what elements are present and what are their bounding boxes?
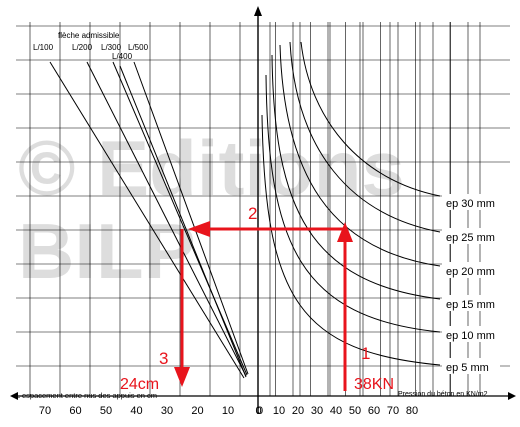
watermark: © Editions BILP <box>18 124 405 295</box>
deflection-lines <box>49 61 249 379</box>
red-arrow-left <box>188 221 210 237</box>
curve-label-bg <box>442 228 510 244</box>
x-tick-label-left: 40 <box>130 405 142 417</box>
x-axis-arrow-right <box>508 392 516 400</box>
curve-label-ep30: ep 30 mm <box>446 198 495 210</box>
curve-label-bg <box>442 194 510 210</box>
deflection-line-L300 <box>112 61 248 376</box>
curve-label-ep5: ep 5 mm <box>446 362 489 374</box>
curve-label-bg <box>442 358 500 374</box>
x-tick-label-right: 40 <box>330 405 342 417</box>
pressure-curve-ep-5-mm <box>261 114 441 366</box>
x-tick-label-right: 50 <box>349 405 361 417</box>
curve-label-ep15: ep 15 mm <box>446 299 495 311</box>
tick-labels: 70 60 50 40 30 20 10 00 10 20 30 40 50 60 70 80 <box>39 405 418 417</box>
x-tick-label-right: 10 <box>273 405 285 417</box>
chart-grid <box>16 22 510 396</box>
watermark-line-2: BILP <box>18 207 196 295</box>
deflection-label-l400: L/400 <box>112 52 133 61</box>
step-3-label: 3 <box>159 349 168 368</box>
reading-annotation: 1 2 3 38KN 24cm <box>120 204 394 393</box>
step-1-label: 1 <box>361 344 370 363</box>
deflection-header: flèche admissible <box>58 31 120 40</box>
x-tick-label-right: 20 <box>292 405 304 417</box>
x-tick-label-left: 0 <box>255 405 261 417</box>
curve-label-bg <box>442 262 510 278</box>
x-tick-label-left: 50 <box>100 405 112 417</box>
x-tick-label-left: 10 <box>222 405 234 417</box>
pressure-curve-ep-30-mm <box>300 41 441 197</box>
x-tick-label-right: 0 <box>257 405 263 417</box>
pressure-curve-ep-25-mm <box>289 41 441 233</box>
red-arrow-down <box>174 367 190 387</box>
x-axis-label-right: Pression du béton en KN/m2 <box>398 391 488 398</box>
x-tick-label-left: 20 <box>191 405 203 417</box>
deflection-label-l100: L/100 <box>33 43 54 52</box>
deflection-label-l500: L/500 <box>128 43 149 52</box>
step-2-label: 2 <box>248 204 257 223</box>
curve-label-ep25: ep 25 mm <box>446 232 495 244</box>
y-axis-arrow <box>254 6 262 16</box>
curve-label-ep10: ep 10 mm <box>446 330 495 342</box>
pressure-curve-ep-10-mm <box>265 74 441 333</box>
axes <box>10 6 516 414</box>
deflection-line-L200 <box>86 61 247 377</box>
deflection-label-l200: L/200 <box>72 43 93 52</box>
x-tick-label-right: 70 <box>387 405 399 417</box>
deflection-line-L500 <box>133 61 249 375</box>
red-arrow-up <box>337 222 353 242</box>
deflection-label-l300: L/300 <box>101 43 122 52</box>
curve-label-bg <box>442 326 510 342</box>
curve-label-ep20: ep 20 mm <box>446 266 495 278</box>
watermark-line-1: © Editions <box>18 124 405 212</box>
curve-labels: ep 30 mm ep 25 mm ep 20 mm ep 15 mm ep 1… <box>442 194 510 374</box>
curve-label-bg <box>442 295 510 311</box>
spacing-value-label: 24cm <box>120 376 159 393</box>
pressure-curve-ep-20-mm <box>279 44 441 267</box>
x-tick-label-left: 70 <box>39 405 51 417</box>
x-tick-label-right: 30 <box>311 405 323 417</box>
x-axis-label-left: L espacement entre nus des appuis en cm <box>16 391 157 400</box>
x-axis-arrow-left <box>10 392 18 400</box>
x-tick-label-right: 80 <box>406 405 418 417</box>
pressure-value-label: 38KN <box>354 376 394 393</box>
x-tick-label-left: 60 <box>69 405 81 417</box>
deflection-line-L400 <box>119 65 247 378</box>
deflection-line-L100 <box>49 61 245 379</box>
x-tick-label-right: 60 <box>368 405 380 417</box>
x-tick-label-left: 30 <box>161 405 173 417</box>
pressure-curves <box>261 41 441 366</box>
